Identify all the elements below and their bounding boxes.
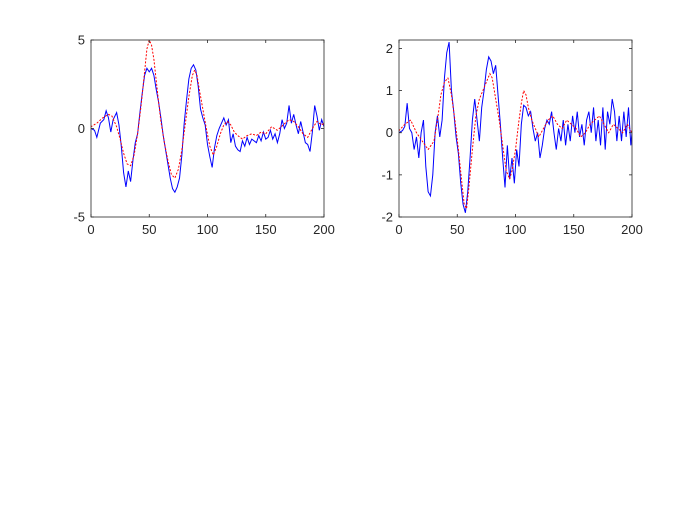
dotted-series-line	[91, 40, 324, 179]
x-tick-label: 0	[87, 222, 94, 237]
plot-area	[91, 40, 324, 217]
left-subplot: 0 50 100 150 200-505	[73, 33, 334, 238]
y-tick-label: 1	[386, 83, 393, 98]
y-tick-label: -5	[73, 210, 85, 225]
y-tick-label: 5	[78, 33, 85, 48]
right-subplot: 0 50 100 150 200 -2 -1 0 1 2	[381, 39, 643, 237]
y-tick-label: 0	[78, 121, 85, 136]
x-tick-label: 100	[197, 222, 219, 237]
solid-series-line	[399, 42, 632, 213]
y-tick-label: 0	[386, 125, 393, 140]
x-tick-label: 100	[505, 222, 527, 237]
plot-area	[399, 40, 632, 217]
x-tick-label: 0	[395, 222, 402, 237]
x-tick-label: 200	[621, 222, 643, 237]
x-tick-label: 200	[313, 222, 335, 237]
x-tick-label: 50	[142, 222, 156, 237]
x-tick-label: 150	[255, 222, 277, 237]
x-tick-label: 50	[450, 222, 464, 237]
y-tick-label: -1	[381, 167, 393, 182]
x-tick-label: 150	[563, 222, 585, 237]
y-tick-label: -2	[381, 210, 393, 225]
dotted-series-line	[399, 72, 632, 211]
y-tick-label: 2	[386, 41, 393, 56]
